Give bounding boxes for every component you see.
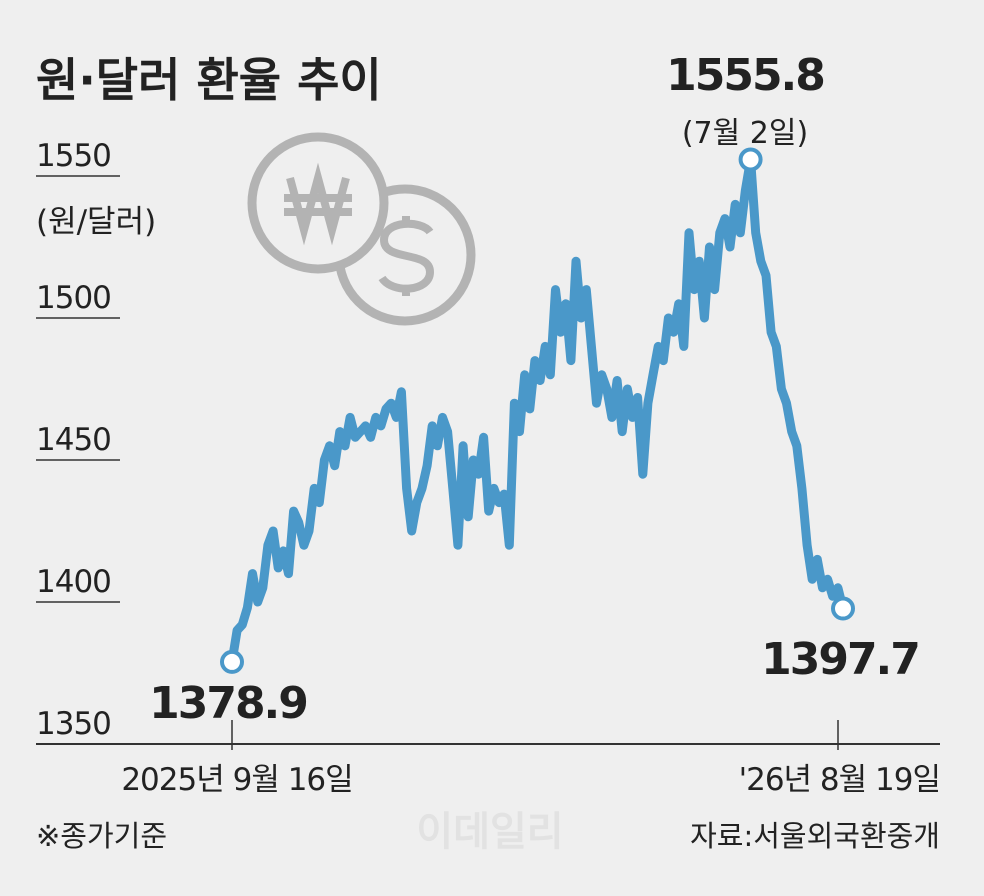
chart-title: 원·달러 환율 추이 <box>36 53 382 107</box>
y-tick-label: 1500 <box>36 280 111 316</box>
line-series <box>227 155 848 667</box>
source: 자료:서울외국환중개 <box>690 819 940 853</box>
highlight-marker <box>831 596 855 621</box>
y-tick-label: 1450 <box>36 422 111 458</box>
watermark: 이데일리 <box>416 809 563 855</box>
peak-date-label: (7월 2일) <box>682 116 808 151</box>
highlight-marker <box>220 649 244 674</box>
x-tick-label: '26년 8월 19일 <box>739 762 940 798</box>
y-tick-label: 1550 <box>36 138 111 174</box>
y-axis-unit: (원/달러) <box>36 204 156 240</box>
currency-icon <box>247 132 476 326</box>
end-value-label: 1397.7 <box>761 634 919 685</box>
y-tick-label: 1400 <box>36 564 111 600</box>
x-tick-label: 2025년 9월 16일 <box>121 762 352 798</box>
y-tick-label: 1350 <box>36 706 111 742</box>
peak-value-label: 1555.8 <box>666 50 824 101</box>
note: ※종가기준 <box>36 819 167 853</box>
highlight-marker <box>738 147 763 172</box>
start-value-label: 1378.9 <box>149 678 307 729</box>
